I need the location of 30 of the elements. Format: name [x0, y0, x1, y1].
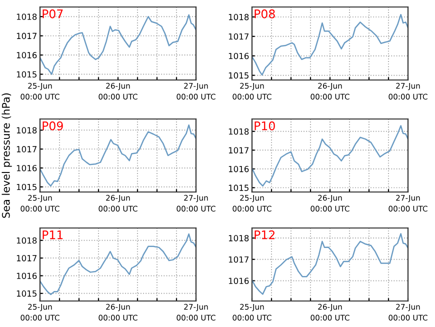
y-tick-label: 1016	[16, 164, 37, 172]
y-tick-label: 1018	[16, 127, 37, 134]
y-tick-label: 1016	[228, 166, 249, 172]
annotation: P10	[254, 121, 275, 130]
y-tick-label: 1018	[16, 237, 37, 244]
y-tick-label: 1017	[16, 32, 37, 40]
y-tick-label: 1015	[228, 184, 248, 191]
y-tick-label: 1016	[16, 52, 37, 58]
y-tick-label: 1016	[16, 272, 37, 280]
y-tick-label: 1016	[228, 52, 249, 60]
y-tick-label: 1018	[228, 14, 249, 20]
y-tick-label: 1017	[228, 147, 249, 154]
y-tick-label: 1018	[228, 235, 249, 242]
y-tick-label: 1017	[228, 256, 249, 263]
y-axis-title: Sea level pressure (hPa)	[2, 93, 12, 218]
y-tick-label: 1015	[16, 290, 36, 297]
y-tick-label: 1015	[16, 184, 36, 190]
annotation: P09	[42, 121, 63, 130]
annotation: P11	[42, 230, 63, 240]
y-tick-label: 1018	[16, 14, 37, 20]
annotation: P08	[254, 9, 275, 18]
annotation: P12	[254, 230, 275, 240]
y-tick-label: 1017	[16, 255, 37, 262]
annotation: P07	[42, 9, 63, 18]
y-tick-label: 1018	[228, 128, 249, 135]
y-tick-label: 1017	[228, 33, 249, 40]
y-tick-label: 1016	[228, 278, 249, 284]
y-tick-label: 1015	[16, 71, 36, 78]
y-tick-label: 1017	[16, 146, 37, 152]
y-tick-label: 1015	[228, 72, 248, 79]
